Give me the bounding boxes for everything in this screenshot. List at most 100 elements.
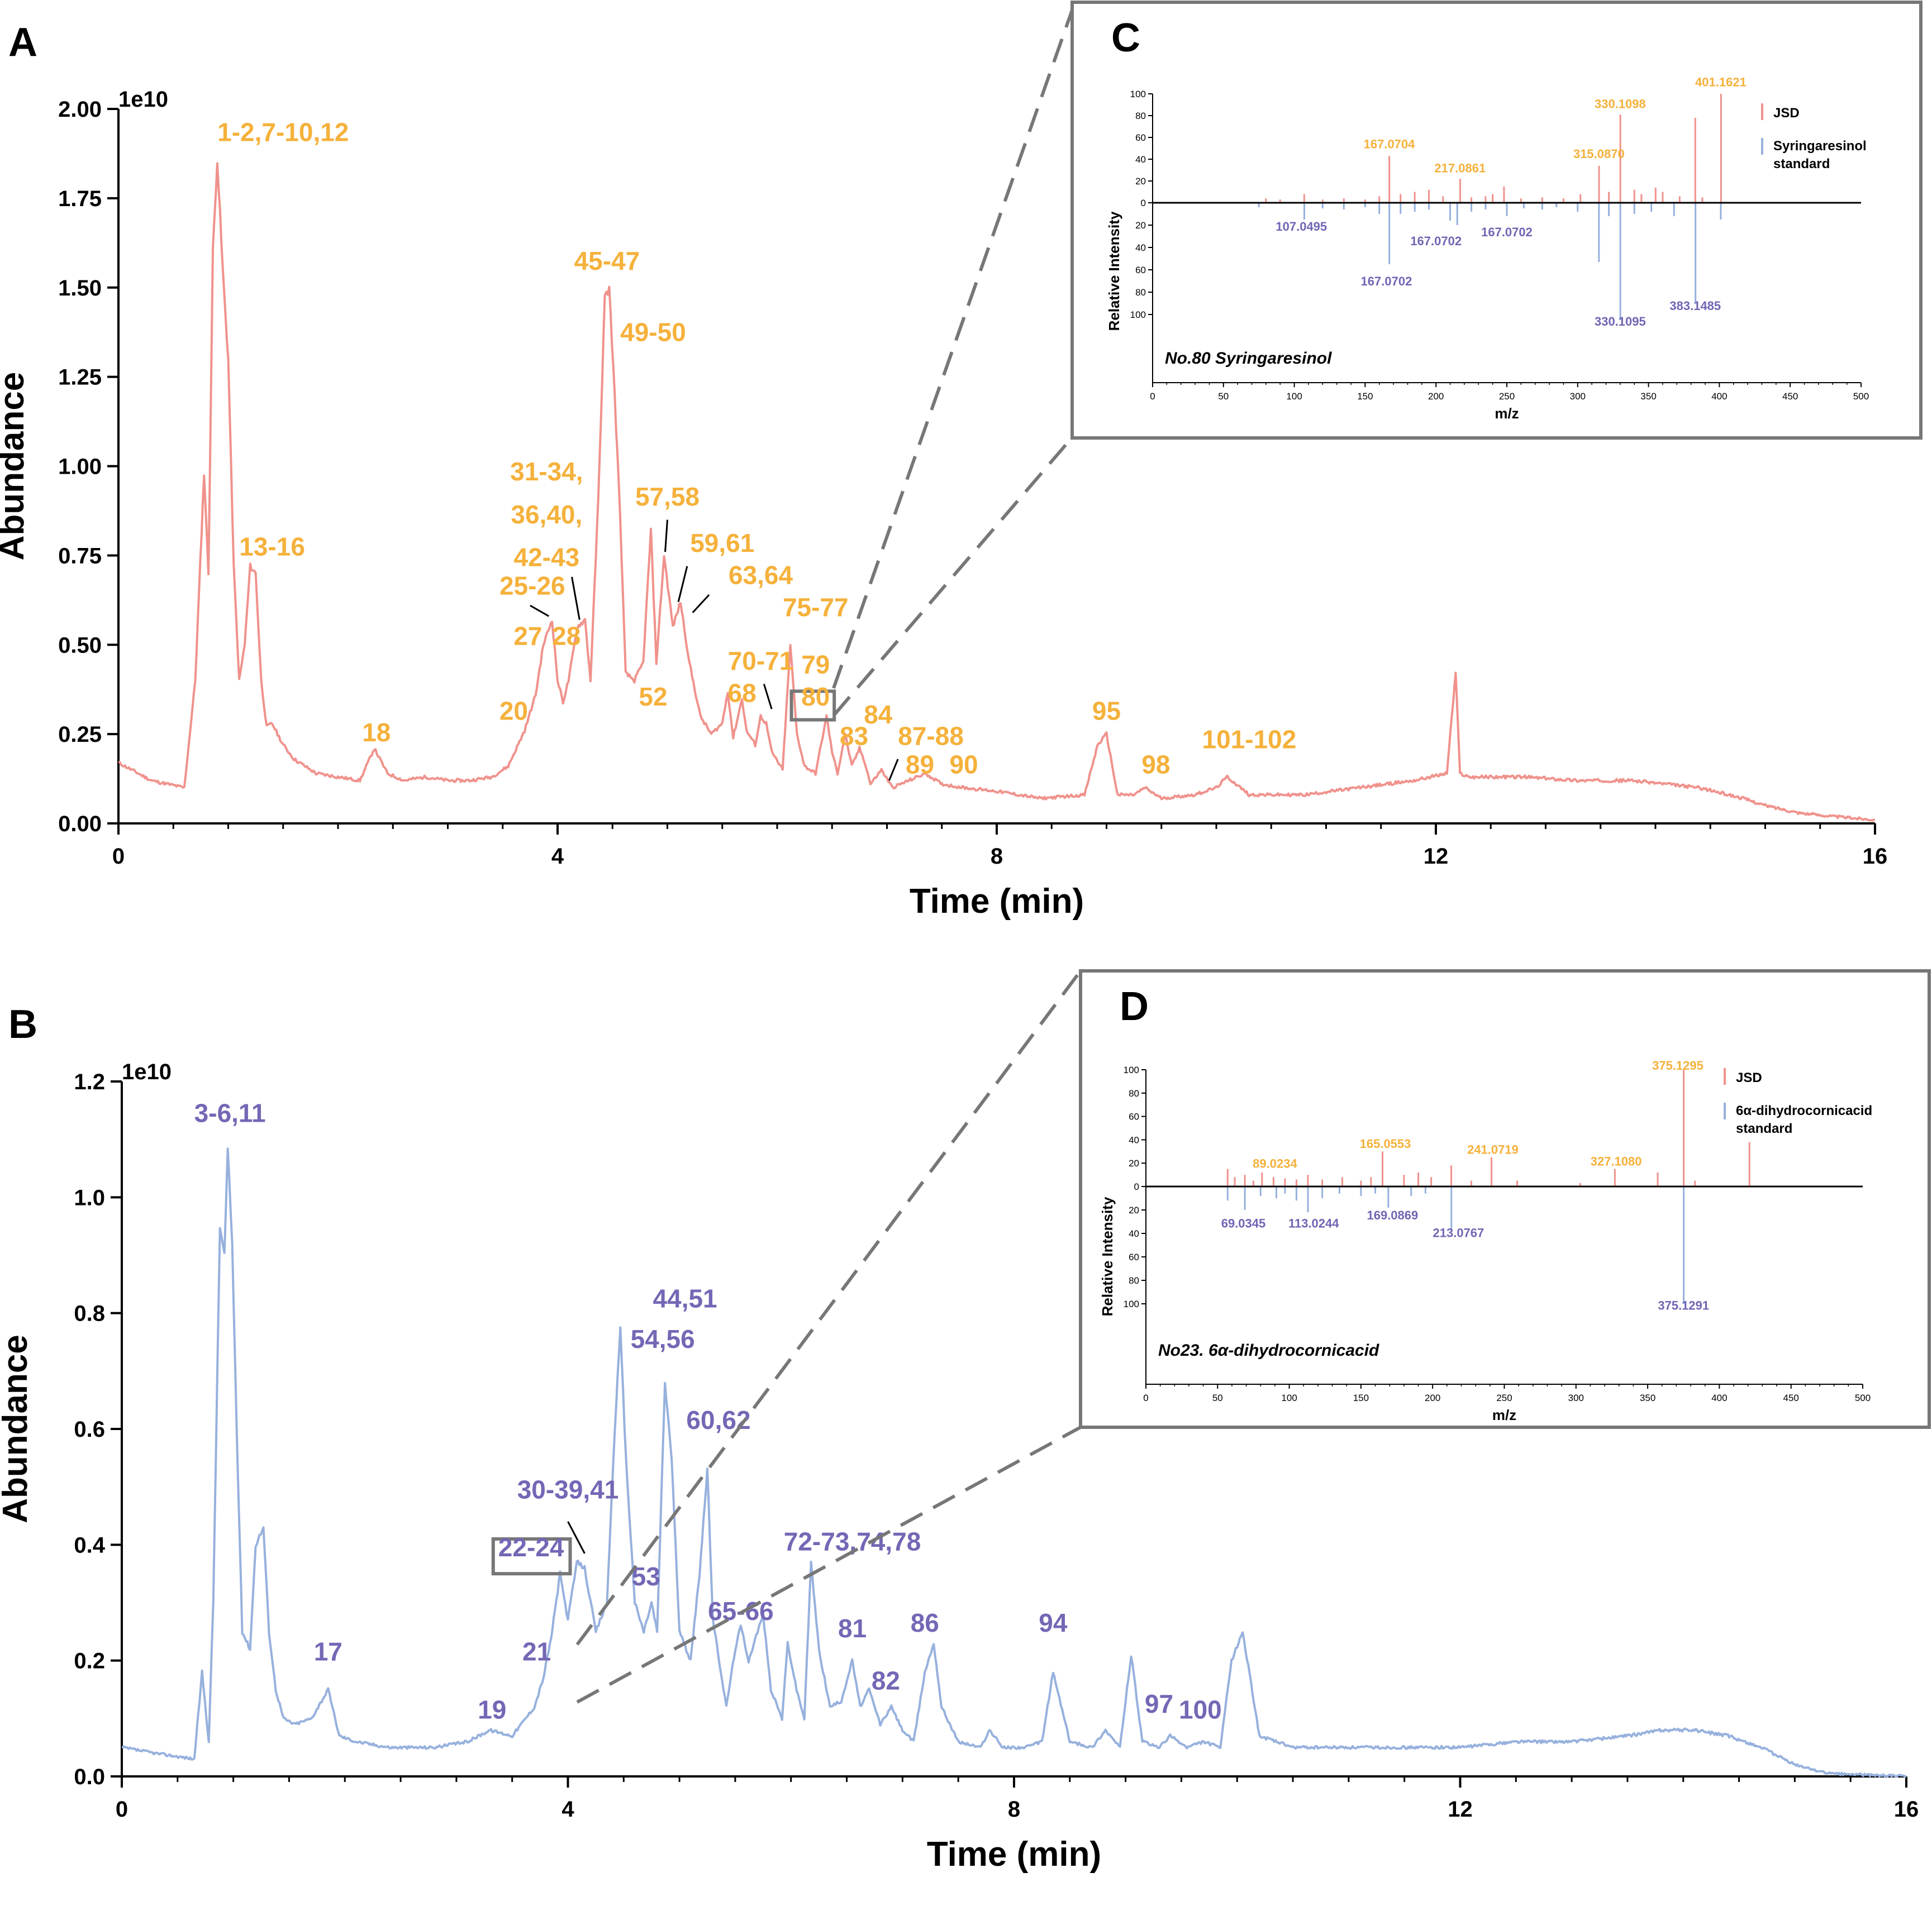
x-tick-label: 100: [1281, 1393, 1297, 1403]
y-tick-label: 40: [1135, 242, 1146, 253]
connector-line: [575, 970, 1082, 1646]
y-tick-label: 100: [1130, 309, 1146, 320]
legend-label-standard-2: standard: [1773, 156, 1830, 171]
y-tick-label: 100: [1130, 89, 1146, 99]
y-axis-title: Relative Intensity: [1106, 211, 1122, 331]
y-tick-label: 20: [1135, 220, 1146, 231]
connector-line: [832, 9, 1074, 689]
y-tick-label: 60: [1129, 1252, 1139, 1262]
y-tick-label: 0: [1141, 198, 1146, 208]
peak-annotation: 63,64: [729, 561, 793, 590]
peak-annotation: 42-43: [514, 543, 580, 572]
x-tick-label: 400: [1711, 1393, 1727, 1403]
x-tick-label: 50: [1218, 391, 1229, 402]
peak-annotation: 101-102: [1202, 725, 1297, 754]
peak-label-jsd: 401.1621: [1695, 75, 1747, 89]
highlight-box: [491, 1537, 572, 1576]
peak-annotation: 18: [362, 718, 391, 747]
peak-annotation: 68: [728, 679, 756, 708]
x-axis-title: m/z: [1495, 405, 1519, 422]
x-tick-label: 250: [1496, 1393, 1512, 1403]
peak-annotation: 3-6,11: [194, 1099, 266, 1128]
peak-annotation: 44,51: [653, 1284, 717, 1313]
peak-label-standard: 375.1291: [1658, 1299, 1709, 1313]
legend-label-standard: 6α-dihydrocornicacid: [1736, 1103, 1872, 1118]
y-tick-label: 1.75: [58, 187, 102, 211]
x-tick-label: 200: [1425, 1393, 1440, 1403]
y-tick-label: 80: [1135, 111, 1146, 121]
peak-label-jsd: 167.0704: [1364, 137, 1416, 151]
y-axis-title: Abundance: [0, 372, 31, 561]
compound-name: No.80 Syringaresinol: [1165, 349, 1332, 368]
peak-annotation: 13-16: [239, 532, 305, 561]
callout-line: [567, 1521, 586, 1554]
peak-label-standard: 167.0702: [1481, 225, 1533, 239]
x-tick-label: 0: [1143, 1393, 1148, 1403]
x-tick-label: 4: [551, 844, 564, 869]
peak-label-standard: 213.0767: [1433, 1226, 1484, 1240]
y-tick-label: 60: [1135, 132, 1146, 143]
callout-line: [888, 759, 899, 781]
legend-label-standard: Syringaresinol: [1773, 139, 1867, 154]
peak-label-jsd: 89.0234: [1253, 1157, 1297, 1171]
peak-label-standard: 383.1485: [1669, 299, 1721, 313]
x-tick-label: 350: [1640, 1393, 1655, 1403]
y-tick-label: 0.4: [74, 1533, 105, 1557]
x-axis-title: Time (min): [910, 882, 1084, 921]
peak-annotation: 86: [911, 1608, 939, 1637]
peak-annotation: 21: [522, 1637, 551, 1666]
x-tick-label: 400: [1711, 391, 1727, 402]
y-tick-label: 1.50: [58, 276, 102, 301]
peak-annotation: 94: [1039, 1608, 1068, 1637]
y-tick-label: 0.25: [58, 722, 102, 747]
peak-annotation: 30-39,41: [517, 1475, 619, 1504]
peak-annotation: 98: [1141, 750, 1170, 779]
peak-annotation: 75-77: [783, 593, 849, 622]
panel-b: B 0 4 8 12 16 0.0 0.2 0.4 0.6 0.8 1.0 1.2 1e10 Time (m…: [0, 1002, 1919, 1874]
series-line: [118, 162, 1876, 822]
inset-d: D 0 50 100 150 200 250 300 350 400 450 500 0 20 40 60 80…: [1079, 969, 1931, 1429]
peak-annotation: 19: [478, 1695, 506, 1724]
peak-annotation: 80: [801, 682, 830, 711]
x-tick-label: 250: [1499, 391, 1515, 402]
y-tick-label: 0: [1134, 1181, 1139, 1192]
y-tick-label: 0.0: [74, 1765, 105, 1789]
x-tick-label: 100: [1286, 391, 1302, 402]
x-tick-label: 500: [1855, 1393, 1871, 1403]
y-tick-label: 80: [1129, 1088, 1139, 1099]
y-tick-label: 100: [1124, 1299, 1139, 1309]
connector-line: [832, 436, 1074, 717]
peak-annotation: 25-26: [499, 571, 565, 601]
x-tick-label: 50: [1212, 1393, 1223, 1403]
peak-annotation: 83: [840, 721, 868, 750]
y-tick-label: 1.00: [58, 455, 102, 479]
y-tick-label: 60: [1129, 1112, 1139, 1122]
y-exponent-label: 1e10: [122, 1060, 172, 1084]
peak-annotation: 57,58: [635, 482, 699, 511]
compound-name: No23. 6α-dihydrocornicacid: [1158, 1341, 1379, 1360]
peak-label-jsd: 165.0553: [1360, 1137, 1411, 1151]
peak-label-standard: 167.0702: [1361, 274, 1412, 288]
x-tick-label: 12: [1424, 844, 1449, 869]
y-tick-label: 0.6: [74, 1417, 105, 1442]
y-tick-label: 40: [1129, 1135, 1139, 1145]
x-tick-label: 200: [1428, 391, 1444, 402]
peak-label-standard: 113.0244: [1288, 1217, 1339, 1231]
peak-annotation: 36,40,: [511, 500, 582, 529]
x-tick-label: 8: [991, 844, 1003, 869]
panel-letter: A: [8, 20, 37, 65]
callout-line: [677, 566, 688, 602]
panel-letter: D: [1120, 984, 1149, 1029]
y-tick-label: 100: [1124, 1065, 1139, 1075]
peak-annotation: 84: [864, 700, 893, 729]
peak-annotation: 82: [872, 1666, 900, 1695]
x-tick-label: 300: [1568, 1393, 1584, 1403]
inset-c: C 0 50 100 150 200 250 300 350 400 450 500 0 20 40 60 80…: [1070, 1, 1923, 440]
peak-label-standard: 169.0869: [1367, 1208, 1418, 1222]
x-tick-label: 150: [1353, 1393, 1369, 1403]
peak-annotation: 31-34,: [510, 457, 583, 486]
x-tick-label: 4: [561, 1797, 574, 1822]
x-tick-label: 300: [1570, 391, 1586, 402]
peak-annotation: 95: [1092, 697, 1121, 726]
x-tick-label: 0: [1150, 391, 1155, 402]
